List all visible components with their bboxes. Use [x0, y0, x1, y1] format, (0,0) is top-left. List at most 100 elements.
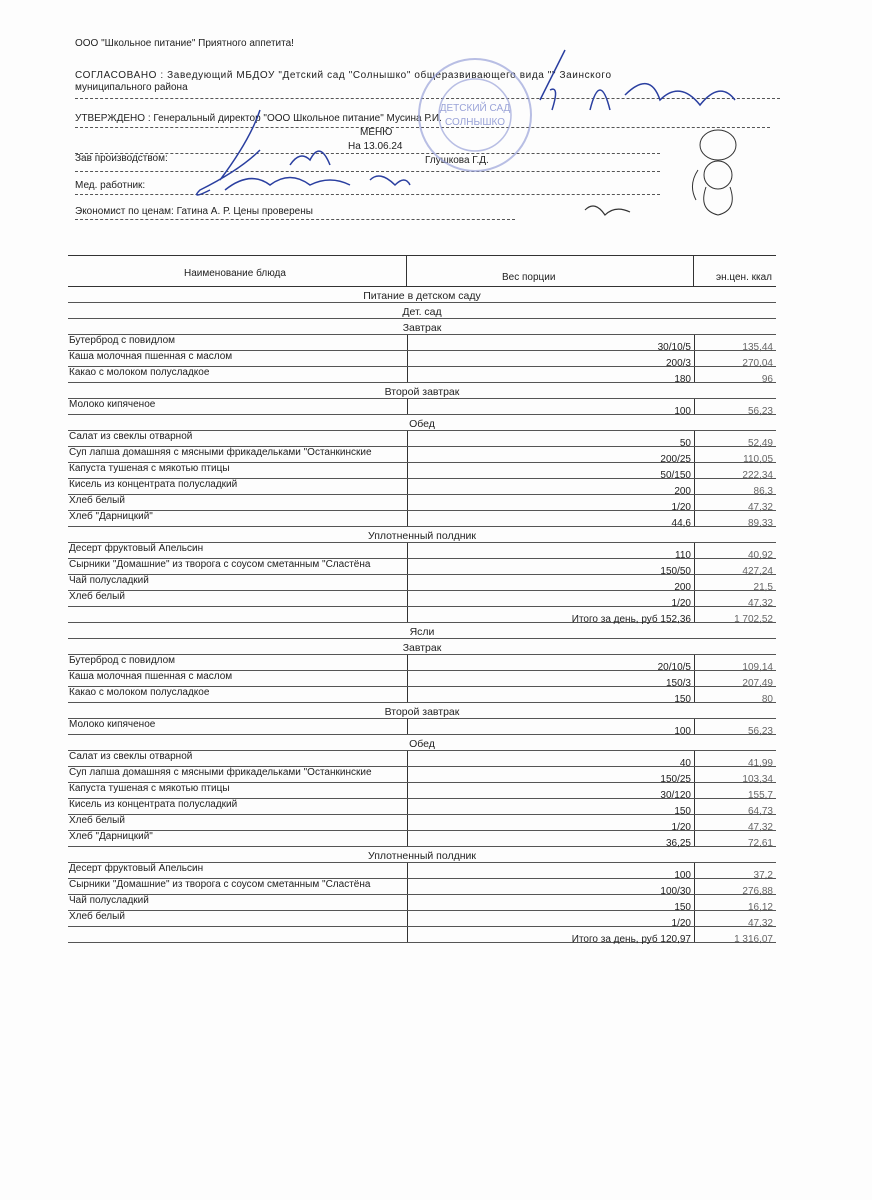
- divider: [75, 127, 770, 128]
- kcal-cell: 64,73: [694, 799, 776, 817]
- approved-line: УТВЕРЖДЕНО : Генеральный директор "ООО Ш…: [75, 113, 442, 124]
- kcal-cell: 41,99: [694, 751, 776, 769]
- portion-cell: Итого за день, руб 120,97: [407, 927, 694, 945]
- table-row: Сырники "Домашние" из творога с соусом с…: [68, 559, 776, 577]
- portion-weight: 180: [674, 374, 691, 385]
- portion-cell: 100: [407, 399, 694, 417]
- dish-name: Десерт фруктовый Апельсин: [69, 543, 204, 554]
- section-row: Завтрак: [68, 639, 776, 655]
- chef-mascot-icon: [692, 129, 737, 216]
- portion-cell: 1/20: [407, 591, 694, 609]
- divider: [75, 219, 515, 220]
- table-row: Каша молочная пшенная с маслом 200/3 270,0…: [68, 351, 776, 369]
- portion-weight: 150: [674, 902, 691, 913]
- section-label: Уплотненный полдник: [368, 850, 476, 862]
- portion-weight: 30/10/5: [657, 342, 691, 353]
- section-label: Второй завтрак: [384, 386, 460, 398]
- portion-cell: 40: [407, 751, 694, 769]
- portion-cell: Итого за день, руб 152,36: [407, 607, 694, 625]
- dish-name: Кисель из концентрата полусладкий: [69, 799, 238, 810]
- table-row: Капуста тушеная с мякотью птицы 30/120 155…: [68, 783, 776, 801]
- portion-weight: 200/3: [665, 358, 691, 369]
- kcal-value: 21,5: [753, 582, 773, 593]
- table-row: Кисель из концентрата полусладкий 200 86,3: [68, 479, 776, 497]
- portion-weight: 150/50: [660, 566, 691, 577]
- portion-weight: 36,25: [665, 838, 691, 849]
- portion-cell: 110: [407, 543, 694, 561]
- portion-weight: 150/25: [660, 774, 691, 785]
- kcal-cell: 109,14: [694, 655, 776, 673]
- table-row: Хлеб белый 1/20 47,32: [68, 591, 776, 609]
- kcal-value: 64,73: [747, 806, 773, 817]
- svg-text:СОЛНЫШКО: СОЛНЫШКО: [445, 117, 505, 128]
- dish-name: Бутерброд с повидлом: [69, 335, 176, 346]
- portion-weight: 1/20: [671, 822, 691, 833]
- portion-cell: 150: [407, 895, 694, 913]
- kcal-value: 222,34: [742, 470, 773, 481]
- dish-name: [68, 927, 407, 942]
- table-row: Молоко кипяченое 100 56,23: [68, 719, 776, 737]
- kcal-value: 427,24: [742, 566, 773, 577]
- portion-weight: 110: [675, 550, 691, 561]
- column-header-weight: Вес порции: [407, 256, 694, 286]
- portion-weight: 44,6: [671, 518, 691, 529]
- portion-cell: 180: [407, 367, 694, 385]
- kcal-value: 37,2: [753, 870, 773, 881]
- kcal-value: 47,32: [747, 502, 773, 513]
- divider: [75, 194, 660, 195]
- dish-name: Хлеб белый: [69, 911, 125, 922]
- dish-name: Десерт фруктовый Апельсин: [69, 863, 204, 874]
- section-label: Завтрак: [402, 322, 442, 334]
- kcal-cell: 40,92: [694, 543, 776, 561]
- portion-weight: 150: [674, 806, 691, 817]
- table-row: Десерт фруктовый Апельсин 100 37,2: [68, 863, 776, 881]
- dish-name: Чай полусладкий: [69, 895, 149, 906]
- table-row: Бутерброд с повидлом 20/10/5 109,14: [68, 655, 776, 673]
- kcal-cell: 52,49: [694, 431, 776, 449]
- kcal-cell: 270,04: [694, 351, 776, 369]
- kcal-value: 276,88: [742, 886, 773, 897]
- table-row: Суп лапша домашняя с мясными фрикаделька…: [68, 447, 776, 465]
- kcal-value: 1 316,07: [734, 934, 773, 945]
- table-row: Салат из свеклы отварной 40 41,99: [68, 751, 776, 769]
- table-row: Хлеб белый 1/20 47,32: [68, 495, 776, 513]
- kcal-cell: 427,24: [694, 559, 776, 577]
- portion-weight: 200: [674, 582, 691, 593]
- portion-cell: 150: [407, 687, 694, 705]
- dish-name: Суп лапша домашняя с мясными фрикаделька…: [69, 767, 372, 778]
- menu-title: МЕНЮ: [360, 127, 393, 138]
- table-row: Хлеб белый 1/20 47,32: [68, 911, 776, 929]
- menu-table: Наименование блюда Вес порции эн.цен. кк…: [68, 255, 776, 945]
- dish-name: Хлеб белый: [69, 591, 125, 602]
- kcal-value: 72,61: [747, 838, 773, 849]
- kcal-cell: 47,32: [694, 591, 776, 609]
- portion-weight: 1/20: [671, 918, 691, 929]
- portion-cell: 1/20: [407, 815, 694, 833]
- kcal-value: 103,34: [742, 774, 773, 785]
- dish-name: Молоко кипяченое: [69, 399, 156, 410]
- dish-name: Сырники "Домашние" из творога с соусом с…: [69, 879, 371, 890]
- kcal-value: 47,32: [747, 598, 773, 609]
- table-row: Какао с молоком полусладкое 150 80: [68, 687, 776, 705]
- portion-weight: 200: [674, 486, 691, 497]
- section-label: Питание в детском саду: [363, 290, 481, 302]
- kcal-cell: 47,32: [694, 495, 776, 513]
- portion-weight: Итого за день, руб 120,97: [571, 934, 691, 945]
- section-row: Ясли: [68, 623, 776, 639]
- portion-cell: 150/50: [407, 559, 694, 577]
- portion-cell: 50/150: [407, 463, 694, 481]
- kcal-value: 47,32: [747, 822, 773, 833]
- agreed-line-2: муниципального района: [75, 82, 188, 93]
- section-label: Второй завтрак: [384, 706, 460, 718]
- total-row: Итого за день, руб 120,97 1 316,07: [68, 927, 776, 945]
- table-row: Чай полусладкий 150 16,12: [68, 895, 776, 913]
- dish-name: Хлеб белый: [69, 815, 125, 826]
- section-label: Обед: [409, 738, 435, 750]
- section-label: Завтрак: [402, 642, 442, 654]
- org-line: ООО "Школьное питание" Приятного аппетит…: [75, 38, 294, 49]
- table-row: Десерт фруктовый Апельсин 110 40,92: [68, 543, 776, 561]
- portion-cell: 200: [407, 575, 694, 593]
- dish-name: Молоко кипяченое: [69, 719, 156, 730]
- menu-date: На 13.06.24: [348, 141, 403, 152]
- portion-weight: 20/10/5: [657, 662, 691, 673]
